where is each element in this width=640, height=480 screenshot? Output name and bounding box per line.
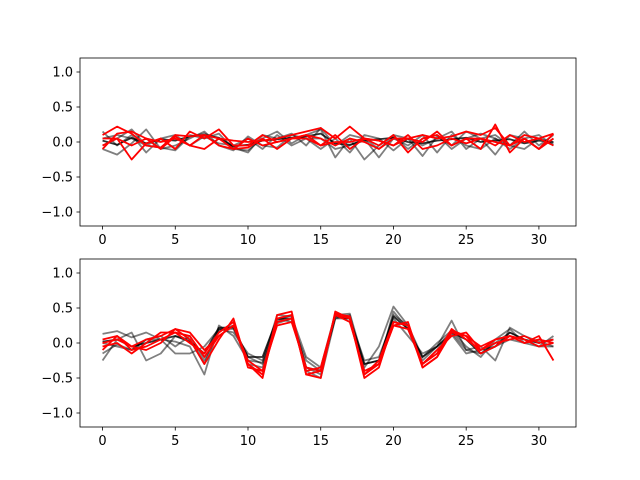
x-tick-label: 10 <box>240 434 257 449</box>
bottom-axes: 0 5 10 15 20 25 30 1.0 0.5 0.0 −0.5 −1.0 <box>41 258 577 449</box>
x-tick-label: 0 <box>98 233 106 248</box>
x-tick-label: 15 <box>312 233 329 248</box>
y-tick-label: 0.5 <box>52 101 73 116</box>
x-tick-label: 25 <box>458 233 475 248</box>
y-tick-label: 0.0 <box>52 136 73 151</box>
x-tick-label: 20 <box>385 434 402 449</box>
y-tick-label: 0.5 <box>52 302 73 317</box>
y-tick-label: 1.0 <box>52 267 73 282</box>
y-tick-label: −1.0 <box>41 206 73 221</box>
y-tick-label: 1.0 <box>52 66 73 81</box>
x-tick-label: 15 <box>312 434 329 449</box>
red-series-line-6 <box>101 123 555 154</box>
x-tick-label: 30 <box>531 434 548 449</box>
x-tick-label: 20 <box>385 233 402 248</box>
x-tick-label: 5 <box>171 233 179 248</box>
x-tick-label: 0 <box>98 434 106 449</box>
red-series-line-5 <box>102 125 554 149</box>
top-axes: 0 5 10 15 20 25 30 1.0 0.5 0.0 −0.5 −1.0 <box>41 57 577 248</box>
x-tick-label: 10 <box>240 233 257 248</box>
y-tick-label: −0.5 <box>41 372 73 387</box>
red-series-line-8 <box>102 312 554 376</box>
y-tick-label: 0.0 <box>52 337 73 352</box>
x-tick-label: 25 <box>458 434 475 449</box>
y-tick-label: −0.5 <box>41 171 73 186</box>
x-tick-label: 5 <box>171 434 179 449</box>
x-tick-label: 30 <box>531 233 548 248</box>
y-tick-label: −1.0 <box>41 407 73 422</box>
red-series-line-8 <box>102 134 554 150</box>
